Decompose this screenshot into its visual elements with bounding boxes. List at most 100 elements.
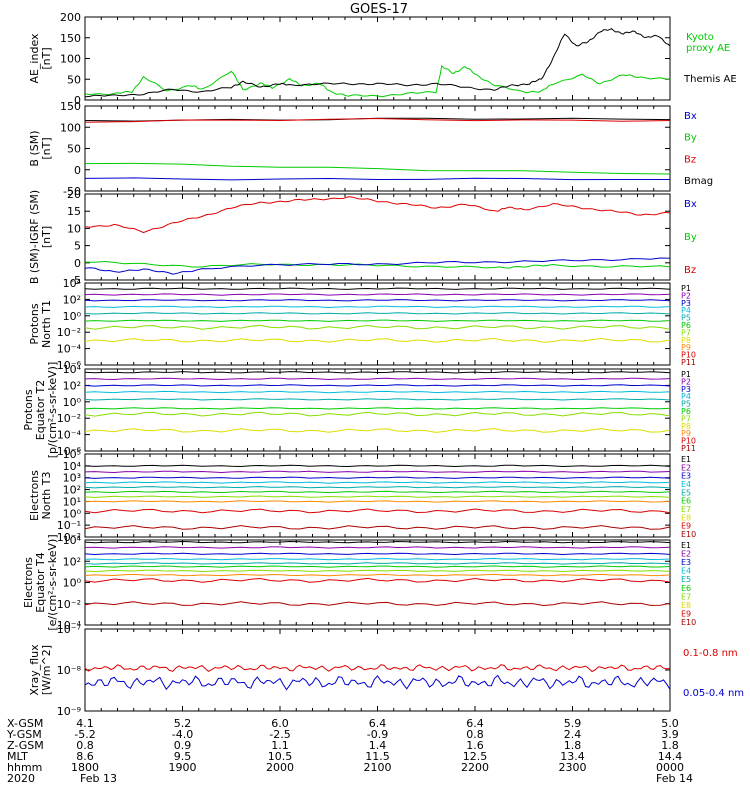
y-tick-label: 10² <box>63 555 81 568</box>
y-tick-label: 10¹ <box>63 495 81 508</box>
legend-label: Bx <box>684 111 697 122</box>
y-tick-label: 10⁻⁴ <box>57 343 82 356</box>
ephemeris-value: 9.5 <box>174 750 192 763</box>
y-tick-label: 0 <box>74 94 81 107</box>
legend-label: P1 <box>681 370 691 379</box>
ephemeris-value: 3.9 <box>661 728 679 741</box>
ephemeris-value: 2100 <box>364 761 392 774</box>
legend-label: Bx <box>684 199 697 210</box>
legend-label: P7 <box>681 328 691 337</box>
y-tick-label: 10³ <box>63 472 81 485</box>
y-tick-label: 10⁻² <box>57 326 81 339</box>
legend-label: E9 <box>681 609 691 618</box>
y-axis-label: Equator T2 <box>34 380 47 440</box>
legend-label: P4 <box>681 392 691 401</box>
y-tick-label: 10⁻² <box>57 412 81 425</box>
legend-label: E1 <box>681 455 691 464</box>
legend-label: E1 <box>681 541 691 550</box>
y-tick-label: 10⁰ <box>63 310 82 323</box>
y-tick-label: 10⁻⁶ <box>57 359 82 372</box>
series-line-themis-ae <box>84 28 671 98</box>
y-tick-label: 10⁻¹ <box>57 519 81 532</box>
series-line-kyoto-proxy-ae <box>84 64 671 98</box>
y-tick-label: 10⁻⁸ <box>57 664 82 677</box>
panel-frame <box>84 368 671 452</box>
ephemeris-row-label: X-GSM <box>7 717 43 730</box>
ephemeris-value: 11.5 <box>365 750 390 763</box>
y-axis-label: [nT] <box>40 137 53 159</box>
series-line-e8 <box>84 500 671 503</box>
ephemeris-value: 6.4 <box>369 717 387 730</box>
series-line-e7 <box>84 495 671 498</box>
y-tick-label: 0 <box>74 257 81 270</box>
ephemeris-value: 10.5 <box>268 750 293 763</box>
series-line-p3 <box>84 384 671 387</box>
legend-label: E7 <box>681 592 691 601</box>
panel-7: 10⁴ 10² 10⁰ 10⁻² 10⁻⁴ Electrons Equator T4 [e/(… <box>22 534 696 632</box>
ephemeris-value: 14.4 <box>658 750 683 763</box>
series-line-e8 <box>84 573 671 577</box>
ephemeris-value: 8.6 <box>76 750 94 763</box>
y-tick-label: 10⁻⁶ <box>57 445 82 458</box>
y-axis-label: Electrons <box>22 557 35 608</box>
ephemeris-value: 2.4 <box>564 728 582 741</box>
ephemeris-row-label: Z-GSM <box>7 739 44 752</box>
legend-label: P9 <box>681 429 691 438</box>
legend-label: P11 <box>681 358 696 367</box>
y-tick-label: 50 <box>67 143 81 156</box>
legend-label: P2 <box>681 291 691 300</box>
y-tick-label: 10⁰ <box>63 507 82 520</box>
ephemeris-footer: X-GSM 4.1 5.2 6.0 6.4 6.4 5.9 5.0 Y-GSM -5.2 -4.0 -… <box>6 717 693 785</box>
legend-label: E9 <box>681 522 691 531</box>
series-line-p1 <box>84 287 671 290</box>
y-tick-label: 200 <box>60 11 81 24</box>
legend-label: E2 <box>681 463 691 472</box>
y-tick-label: 10⁴ <box>63 277 82 290</box>
series-line-p5 <box>84 312 671 315</box>
legend-label: By <box>684 232 697 243</box>
legend-label: Bmag <box>684 176 713 187</box>
series-line-0-05-0-4-nm <box>84 674 671 691</box>
y-tick-label: 10⁻⁷ <box>57 623 81 636</box>
y-axis-label: AE_index <box>28 33 41 84</box>
series-line-0-1-0-8-nm <box>84 664 671 673</box>
ephemeris-value: 0.8 <box>76 739 94 752</box>
legend-label: E7 <box>681 505 691 514</box>
legend-label: P2 <box>681 377 691 386</box>
legend-label: P3 <box>681 385 691 394</box>
series-line-e10 <box>84 525 671 530</box>
ephemeris-value: 1.1 <box>271 739 289 752</box>
ephemeris-value: -5.2 <box>74 728 95 741</box>
legend-label: E5 <box>681 575 691 584</box>
y-tick-label: 10² <box>63 484 81 497</box>
series-line-e10 <box>84 601 671 607</box>
legend-label: E5 <box>681 488 691 497</box>
series-line-bx <box>84 177 670 181</box>
y-tick-label: 150 <box>60 32 81 45</box>
y-tick-label: -5 <box>70 274 81 287</box>
series-line-by <box>84 260 671 269</box>
ephemeris-value: 5.0 <box>661 717 679 730</box>
series-line-e9 <box>84 577 671 583</box>
panel-frame <box>84 539 671 626</box>
panel-frame <box>84 16 671 101</box>
ephemeris-value: 1900 <box>169 761 197 774</box>
y-axis-label: B (SM) <box>28 130 41 166</box>
legend-label: P5 <box>681 400 691 409</box>
legend-label: P5 <box>681 314 691 323</box>
series-line-e3 <box>84 476 671 479</box>
y-axis-label: Electrons <box>28 470 41 521</box>
legend-label: 0.1-0.8 nm <box>683 648 738 659</box>
panel-3: 20 15 10 5 0 -5 B (SM)-IGRF (SM) [nT] Bx By Bz <box>28 188 697 287</box>
ephemeris-value: 4.1 <box>76 717 94 730</box>
panel-5: 10⁴ 10² 10⁰ 10⁻² 10⁻⁴ 10⁻⁶ Protons Equator T2 [p… <box>22 362 696 459</box>
y-tick-label: 100 <box>60 53 81 66</box>
legend-label: E6 <box>681 584 691 593</box>
y-axis-label: B (SM)-IGRF (SM) <box>28 190 41 284</box>
panel-4: 10⁴ 10² 10⁰ 10⁻² 10⁻⁴ 10⁻⁶ Protons North T1 P1P2… <box>28 277 696 372</box>
y-tick-label: 10⁴ <box>63 460 82 473</box>
date-end: Feb 14 <box>656 772 693 785</box>
series-line-p6 <box>84 319 671 322</box>
